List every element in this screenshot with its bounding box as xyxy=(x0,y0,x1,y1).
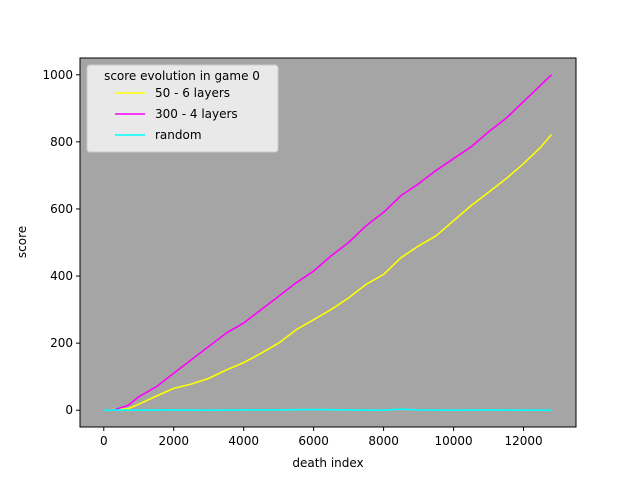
x-axis: 0 2000 4000 6000 8000 10000 12000 xyxy=(100,427,543,448)
legend-label-2: random xyxy=(155,128,202,142)
x-tick-label: 6000 xyxy=(298,434,329,448)
x-tick-label: 2000 xyxy=(158,434,189,448)
legend-label-1: 300 - 4 layers xyxy=(155,107,238,121)
y-tick-label: 200 xyxy=(50,336,73,350)
legend: score evolution in game 0 50 - 6 layers 3… xyxy=(86,64,279,153)
y-tick-label: 400 xyxy=(50,269,73,283)
series-line-0 xyxy=(103,133,553,411)
y-tick-label: 800 xyxy=(50,135,73,149)
x-tick-label: 4000 xyxy=(228,434,259,448)
series-line-1 xyxy=(103,74,553,411)
y-tick-label: 0 xyxy=(65,403,73,417)
x-axis-label: death index xyxy=(292,456,363,470)
x-tick-label: 10000 xyxy=(434,434,472,448)
plot-frame xyxy=(79,57,577,428)
y-tick-label: 600 xyxy=(50,202,73,216)
y-axis-label: score xyxy=(15,226,29,258)
legend-label-0: 50 - 6 layers xyxy=(155,86,230,100)
x-tick-label: 0 xyxy=(100,434,108,448)
x-tick-label: 8000 xyxy=(368,434,399,448)
y-tick-label: 1000 xyxy=(42,68,73,82)
legend-entries: 50 - 6 layers 300 - 4 layers random xyxy=(115,86,238,142)
series-line-2 xyxy=(103,408,552,412)
x-tick-label: 12000 xyxy=(504,434,542,448)
series-group xyxy=(103,74,553,412)
legend-title: score evolution in game 0 xyxy=(104,69,260,83)
y-axis: 0 200 400 600 800 1000 xyxy=(42,68,80,417)
legend-box xyxy=(86,64,279,153)
